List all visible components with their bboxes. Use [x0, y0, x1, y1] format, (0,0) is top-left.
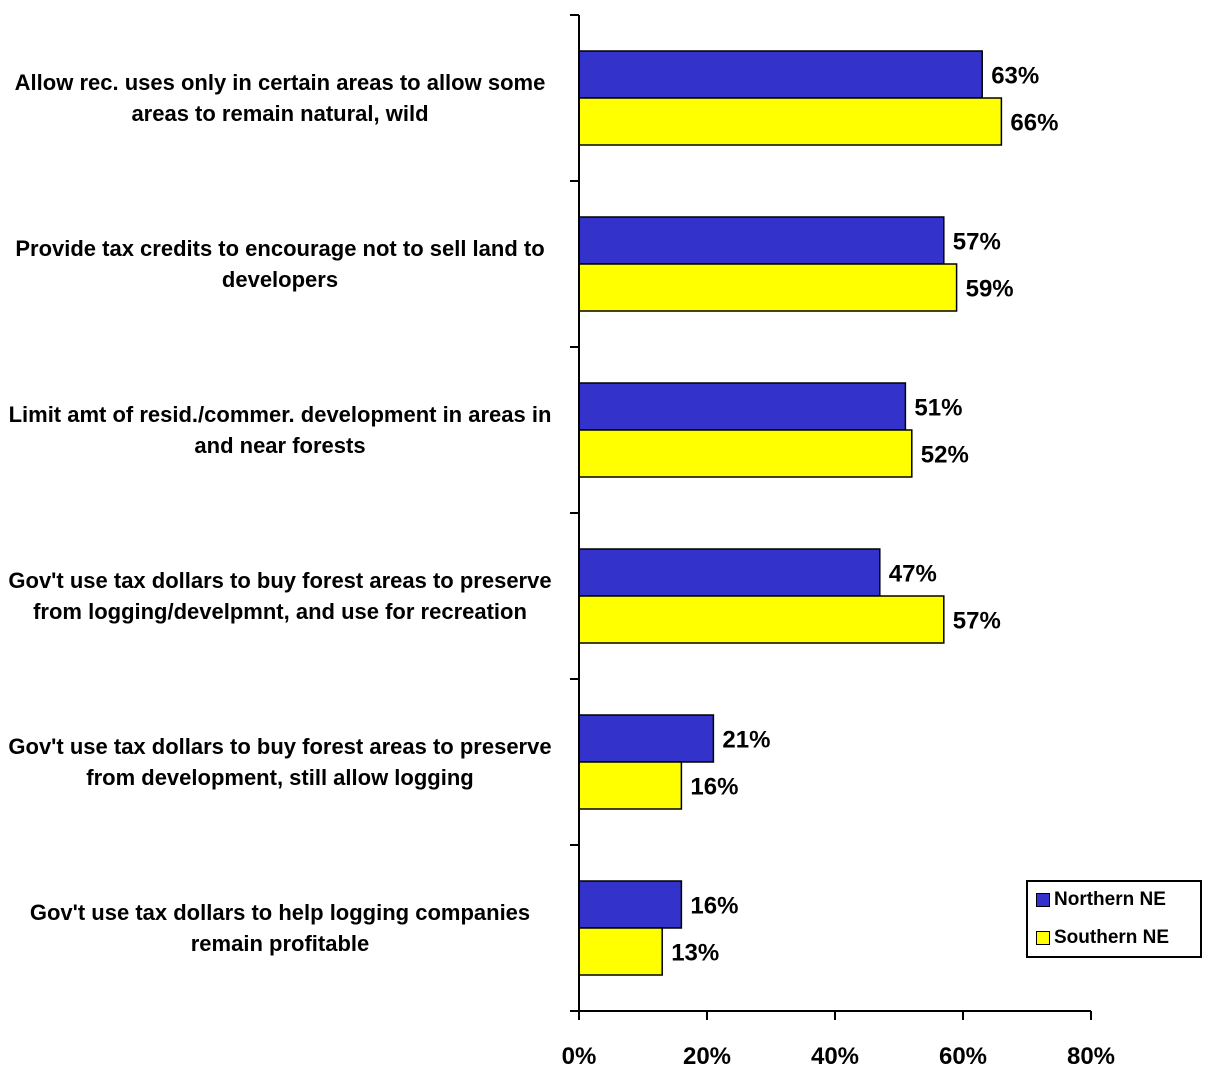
data-label-southern-ne-4: 57% — [953, 608, 1001, 635]
bar-southern-ne-4 — [578, 595, 945, 644]
data-label-southern-ne-5: 16% — [690, 774, 738, 801]
bar-northern-ne-3 — [578, 382, 907, 431]
x-tick-label: 60% — [939, 1043, 987, 1068]
category-label-3: Limit amt of resid./commer. development … — [8, 402, 552, 458]
bar-northern-ne-6 — [578, 880, 683, 929]
category-label-4: Gov't use tax dollars to buy forest area… — [8, 568, 552, 624]
legend-label-southern-ne: Southern NE — [1054, 927, 1170, 948]
bar-southern-ne-5 — [578, 761, 683, 810]
category-label-6: Gov't use tax dollars to help logging co… — [29, 900, 531, 956]
bar-northern-ne-4 — [578, 548, 881, 597]
bar-southern-ne-3 — [578, 429, 913, 478]
x-tick-label: 80% — [1067, 1043, 1115, 1068]
data-label-southern-ne-1: 66% — [1010, 110, 1058, 137]
legend: Northern NE Southern NE — [1026, 880, 1202, 958]
bar-northern-ne-2 — [578, 216, 945, 265]
legend-item-northern-ne: Northern NE — [1036, 889, 1166, 910]
bar-southern-ne-6 — [578, 927, 663, 976]
category-label-5: Gov't use tax dollars to buy forest area… — [8, 734, 552, 790]
data-label-northern-ne-6: 16% — [690, 893, 738, 920]
x-tick-label: 40% — [811, 1043, 859, 1068]
category-label-1: Allow rec. uses only in certain areas to… — [14, 70, 546, 126]
data-label-northern-ne-4: 47% — [889, 561, 937, 588]
data-label-southern-ne-6: 13% — [671, 940, 719, 967]
data-label-southern-ne-3: 52% — [921, 442, 969, 469]
bar-southern-ne-2 — [578, 263, 958, 312]
x-tick-label: 20% — [683, 1043, 731, 1068]
data-label-northern-ne-1: 63% — [991, 63, 1039, 90]
legend-label-northern-ne: Northern NE — [1054, 889, 1166, 910]
legend-item-southern-ne: Southern NE — [1036, 927, 1170, 948]
data-label-southern-ne-2: 59% — [966, 276, 1014, 303]
data-label-northern-ne-3: 51% — [914, 395, 962, 422]
legend-swatch-southern-ne — [1036, 931, 1050, 945]
category-label-2: Provide tax credits to encourage not to … — [15, 236, 545, 292]
data-label-northern-ne-2: 57% — [953, 229, 1001, 256]
x-tick-label: 0% — [562, 1043, 597, 1068]
bar-southern-ne-1 — [578, 97, 1003, 146]
bar-northern-ne-5 — [578, 714, 715, 763]
data-label-northern-ne-5: 21% — [722, 727, 770, 754]
legend-swatch-northern-ne — [1036, 893, 1050, 907]
bar-northern-ne-1 — [578, 50, 983, 99]
